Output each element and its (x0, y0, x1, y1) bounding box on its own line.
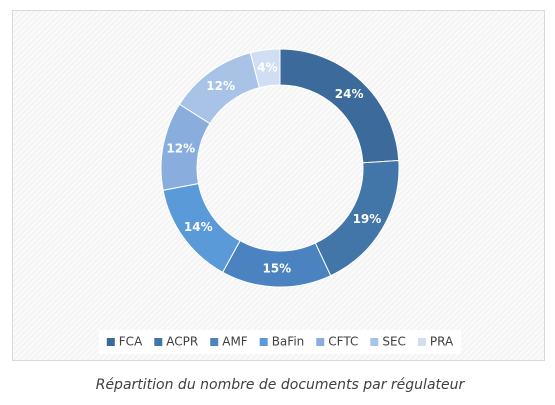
value-label: 15% (262, 261, 291, 275)
value-label: 19% (353, 212, 382, 226)
legend-label: FCA (119, 335, 143, 349)
legend-swatch (106, 338, 115, 346)
legend-swatch (259, 338, 268, 346)
legend-swatch (316, 338, 325, 346)
legend-swatch (370, 338, 379, 346)
legend-swatch (154, 338, 163, 346)
value-label: 4% (257, 60, 277, 74)
donut-segment (249, 48, 281, 89)
legend-label: CFTC (328, 335, 358, 349)
legend-swatch (210, 338, 219, 346)
legend-label: SEC (382, 335, 406, 349)
legend-swatch (417, 338, 426, 346)
value-label: 12% (166, 142, 195, 156)
value-label: 14% (184, 220, 213, 234)
legend-label: AMF (222, 335, 248, 349)
value-label: 24% (335, 87, 364, 101)
value-label: 12% (206, 79, 235, 93)
legend-label: ACPR (166, 335, 198, 349)
caption: Répartition du nombre de documents par r… (96, 377, 466, 393)
legend-label: PRA (430, 335, 454, 349)
legend-label: BaFin (272, 335, 305, 349)
